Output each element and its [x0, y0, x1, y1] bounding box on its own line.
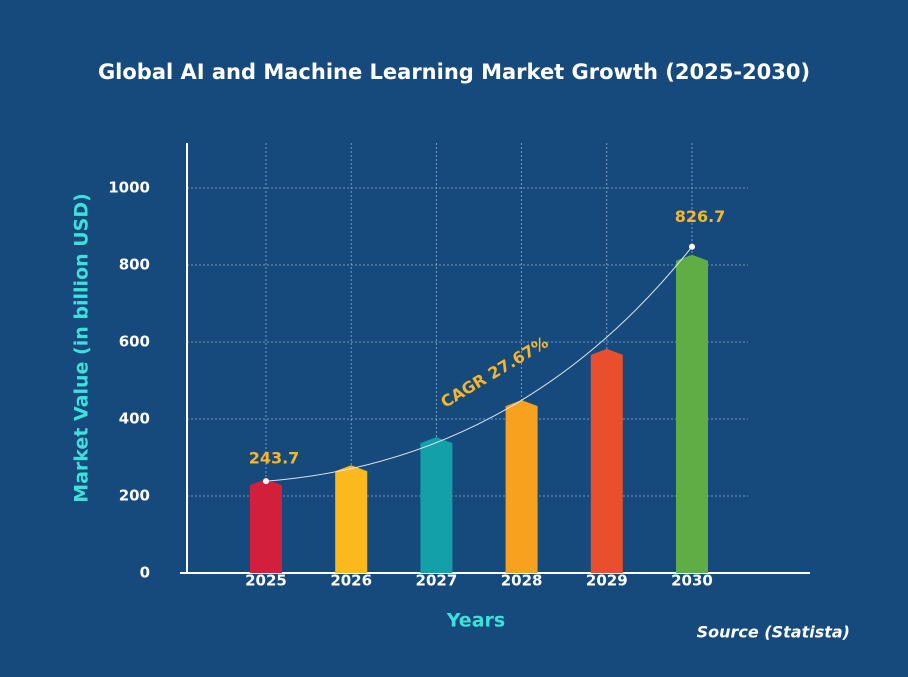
value-label: 826.7 [675, 207, 726, 226]
y-axis-label: Market Value (in billion USD) [71, 193, 93, 503]
trend-point [689, 243, 695, 250]
y-tick-label: 800 [119, 256, 150, 274]
y-tick-label: 0 [140, 564, 150, 582]
bar [505, 400, 538, 573]
y-tick-label: 200 [119, 487, 150, 505]
x-tick-label: 2030 [671, 572, 713, 590]
bar [250, 479, 282, 573]
bar [335, 465, 368, 573]
source: Source (Statista) [697, 623, 850, 642]
x-tick-label: 2025 [245, 572, 287, 590]
x-tick-label: 2027 [416, 572, 458, 590]
trend-point [263, 478, 269, 485]
value-label: 243.7 [249, 449, 300, 468]
y-tick-label: 600 [119, 333, 150, 351]
chart-title: Global AI and Machine Learning Market Gr… [98, 60, 810, 84]
trend-curve [265, 246, 693, 482]
x-tick-label: 2028 [501, 572, 543, 590]
bar [590, 348, 623, 573]
x-axis-label: Years [446, 610, 505, 632]
bar [676, 254, 708, 573]
x-tick-label: 2026 [330, 572, 372, 590]
y-tick-label: 400 [119, 410, 150, 428]
x-tick-label: 2029 [586, 572, 628, 590]
y-tick-label: 1000 [108, 179, 150, 197]
cagr-annotation: CAGR 27.67% [437, 333, 551, 412]
bar [420, 437, 453, 573]
